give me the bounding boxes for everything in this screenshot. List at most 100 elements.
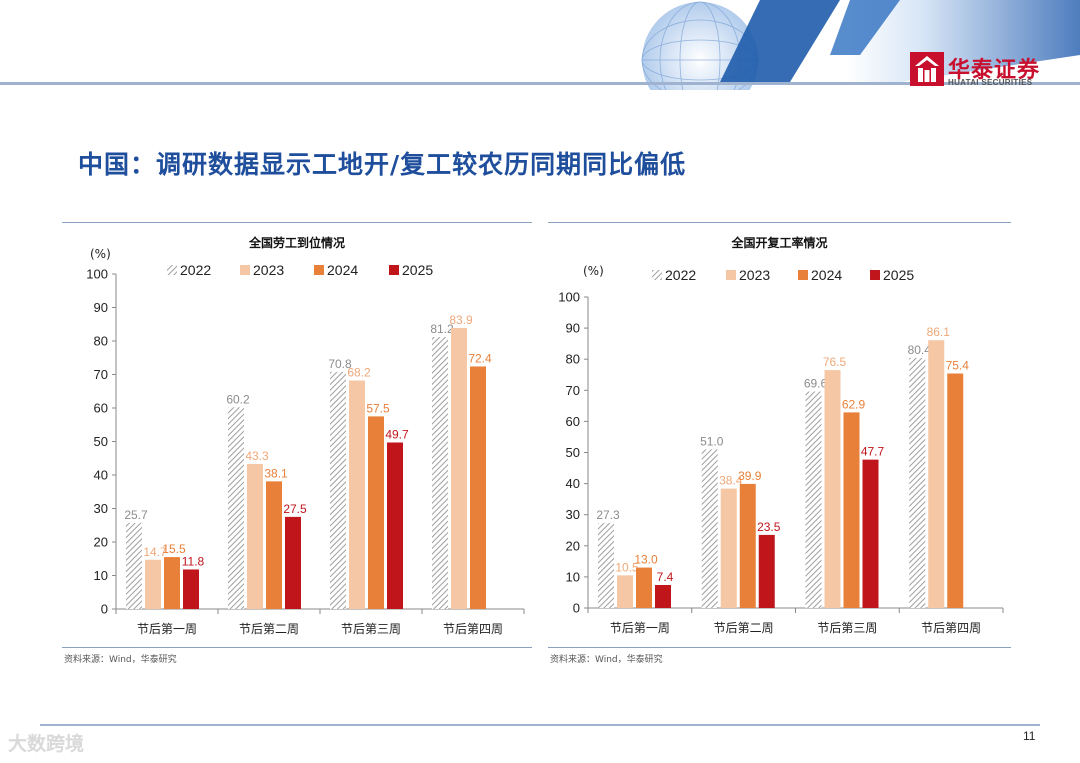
data-label-2024: 62.9 xyxy=(842,397,866,411)
y-tick-label: 100 xyxy=(86,267,108,282)
logo-text-cn: 华泰证券 xyxy=(948,58,1041,83)
bar-2023 xyxy=(349,380,365,609)
footer-rule xyxy=(40,724,1040,726)
y-unit-label: (%) xyxy=(583,264,604,278)
bar-2024 xyxy=(843,412,860,608)
data-label-2025: 11.8 xyxy=(182,554,205,568)
y-tick-label: 60 xyxy=(566,414,580,429)
legend-swatch-2023 xyxy=(240,265,250,275)
bar-2022 xyxy=(909,357,926,608)
x-category-label: 节后第一周 xyxy=(610,621,670,635)
bar-2022 xyxy=(228,407,244,609)
data-label-2022: 69.6 xyxy=(804,377,828,391)
data-label-2023: 76.5 xyxy=(823,355,847,369)
data-label-2025: 7.4 xyxy=(657,570,674,584)
bar-2022 xyxy=(432,336,448,609)
panel-rule-top xyxy=(62,222,532,223)
bar-2025 xyxy=(387,442,403,609)
legend-swatch-2025 xyxy=(870,270,880,280)
panel-rule-bottom xyxy=(62,647,532,648)
bar-2023 xyxy=(928,340,945,608)
data-label-2025: 47.7 xyxy=(861,445,885,459)
data-label-2024: 38.1 xyxy=(264,466,288,480)
bar-2023 xyxy=(247,463,263,609)
y-tick-label: 100 xyxy=(558,290,580,305)
page-number: 11 xyxy=(1023,729,1036,743)
bar-2023 xyxy=(720,488,737,608)
panel-rule-bottom xyxy=(548,647,1011,648)
y-tick-label: 80 xyxy=(566,352,580,367)
bar-2022 xyxy=(330,371,346,609)
y-tick-label: 80 xyxy=(94,334,108,349)
y-tick-label: 0 xyxy=(573,601,580,616)
data-label-2024: 39.9 xyxy=(738,469,762,483)
legend-label-2022: 2022 xyxy=(180,262,211,278)
bar-2025 xyxy=(285,516,301,609)
x-category-label: 节后第三周 xyxy=(341,622,401,636)
bar-2025 xyxy=(758,534,775,608)
data-label-2024: 75.4 xyxy=(946,359,970,373)
bar-2024 xyxy=(164,557,180,609)
chart-panel-right: 全国开复工率情况 (%) 0 10 20 30 40 50 60 70 80 90 100 27.3 10.… xyxy=(548,222,1011,670)
x-category-label: 节后第四周 xyxy=(443,622,503,636)
y-tick-label: 20 xyxy=(566,538,580,553)
bar-2024 xyxy=(266,481,282,609)
huatai-logo: 华泰证券 HUATAI SECURITIES xyxy=(910,50,1060,90)
y-tick-label: 90 xyxy=(566,321,580,336)
legend-label-2023: 2023 xyxy=(739,267,770,283)
legend-swatch-2024 xyxy=(314,265,324,275)
bar-2025 xyxy=(183,569,199,609)
panel-rule-top xyxy=(548,222,1011,223)
data-label-2023: 14.7 xyxy=(143,545,167,559)
data-label-2023: 10.5 xyxy=(615,560,639,574)
data-label-2024: 72.4 xyxy=(468,351,492,365)
source-note: 资料来源：Wind，华泰研究 xyxy=(64,655,177,665)
y-tick-label: 30 xyxy=(94,501,108,516)
y-tick-label: 30 xyxy=(566,507,580,522)
y-tick-label: 50 xyxy=(566,445,580,460)
chart-panel-left: 全国劳工到位情况 (%) 0 10 20 30 40 50 60 70 80 90 100 25.7 14.… xyxy=(62,222,532,670)
data-label-2022: 70.8 xyxy=(328,357,352,371)
x-category-label: 节后第一周 xyxy=(137,622,197,636)
data-label-2023: 43.3 xyxy=(245,449,269,463)
legend-label-2022: 2022 xyxy=(665,267,696,283)
y-tick-label: 90 xyxy=(94,300,108,315)
chart-resumption-rate: 全国开复工率情况 (%) 0 10 20 30 40 50 60 70 80 90 100 27.3 10.… xyxy=(558,235,1004,635)
legend-swatch-2025 xyxy=(389,265,399,275)
bar-2023 xyxy=(145,559,161,609)
data-label-2025: 23.5 xyxy=(757,520,781,534)
source-note: 资料来源：Wind，华泰研究 xyxy=(550,655,663,665)
bar-2024 xyxy=(947,373,964,608)
y-tick-label: 40 xyxy=(94,468,108,483)
bar-2024 xyxy=(636,567,652,608)
legend-label-2025: 2025 xyxy=(402,262,433,278)
bar-2024 xyxy=(739,483,756,608)
legend-swatch-2022 xyxy=(652,270,662,280)
chart-title: 全国开复工率情况 xyxy=(730,235,827,250)
legend-swatch-2023 xyxy=(726,270,736,280)
data-label-2024: 13.0 xyxy=(634,553,658,567)
bar-2022 xyxy=(805,391,822,608)
bar-2025 xyxy=(655,584,671,608)
y-tick-label: 70 xyxy=(94,367,108,382)
legend-label-2025: 2025 xyxy=(883,267,914,283)
y-tick-label: 50 xyxy=(94,434,108,449)
page-title: 中国：调研数据显示工地开/复工较农历同期同比偏低 xyxy=(78,150,687,179)
data-label-2022: 81.2 xyxy=(430,322,454,336)
legend-swatch-2024 xyxy=(798,270,808,280)
data-label-2023: 86.1 xyxy=(927,325,951,339)
data-label-2022: 25.7 xyxy=(124,508,148,522)
y-tick-label: 0 xyxy=(101,602,108,617)
bar-2022 xyxy=(598,523,614,608)
logo-text-en: HUATAI SECURITIES xyxy=(948,78,1033,87)
bar-2024 xyxy=(368,416,384,609)
legend-label-2024: 2024 xyxy=(327,262,358,278)
bar-2024 xyxy=(470,366,486,609)
legend-label-2024: 2024 xyxy=(811,267,842,283)
data-label-2022: 27.3 xyxy=(596,508,620,522)
data-label-2025: 27.5 xyxy=(283,502,307,516)
chart-labor-arrival: 全国劳工到位情况 (%) 0 10 20 30 40 50 60 70 80 90 100 25.7 14.… xyxy=(86,235,525,636)
bar-2023 xyxy=(824,370,841,608)
data-label-2022: 51.0 xyxy=(700,434,724,448)
data-label-2022: 60.2 xyxy=(226,392,250,406)
